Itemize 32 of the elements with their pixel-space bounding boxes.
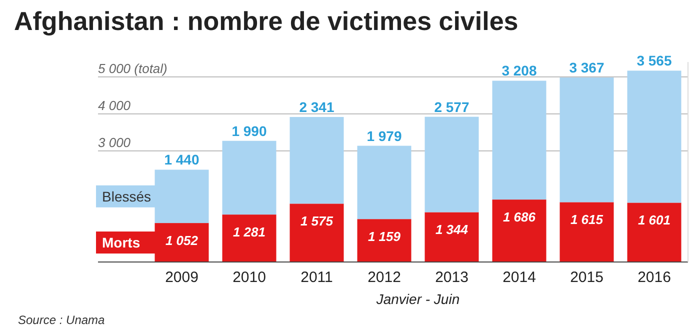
data-label: 3 367 (569, 59, 604, 76)
series-label: Morts (102, 234, 140, 251)
data-label: 1 990 (232, 122, 267, 139)
chart-title: Afghanistan : nombre de victimes civiles (14, 6, 518, 36)
y-tick-label: 3 000 (98, 134, 132, 150)
x-tick-label: 2012 (368, 269, 401, 286)
data-label: 1 281 (232, 224, 266, 240)
data-label: 1 052 (165, 233, 199, 248)
data-label: 1 686 (502, 210, 536, 225)
data-label: 3 208 (502, 62, 537, 79)
series-label: Blessés (102, 188, 152, 204)
source-note: Source : Unama (18, 313, 106, 327)
data-label: 1 979 (366, 128, 402, 144)
data-label: 1 440 (164, 152, 200, 168)
data-label: 1 601 (638, 212, 671, 228)
data-label: 3 565 (636, 52, 672, 69)
x-tick-label: 2013 (435, 269, 468, 286)
x-tick-label: 2016 (638, 269, 671, 286)
x-tick-label: 2011 (300, 269, 333, 286)
x-tick-label: 2014 (502, 269, 536, 286)
x-axis-title: Janvier - Juin (375, 291, 460, 307)
y-tick-label: 5 000 (total) (98, 60, 168, 76)
data-label: 1 575 (300, 214, 334, 229)
data-label: 1 344 (435, 222, 469, 238)
data-label: 1 159 (368, 229, 402, 244)
x-tick-label: 2010 (232, 269, 266, 286)
data-label: 2 577 (434, 98, 470, 115)
data-label: 1 615 (570, 212, 604, 228)
data-label: 2 341 (299, 98, 334, 115)
x-tick-label: 2015 (570, 269, 604, 286)
x-tick-label: 2009 (165, 269, 198, 286)
y-tick-label: 4 000 (98, 98, 132, 113)
